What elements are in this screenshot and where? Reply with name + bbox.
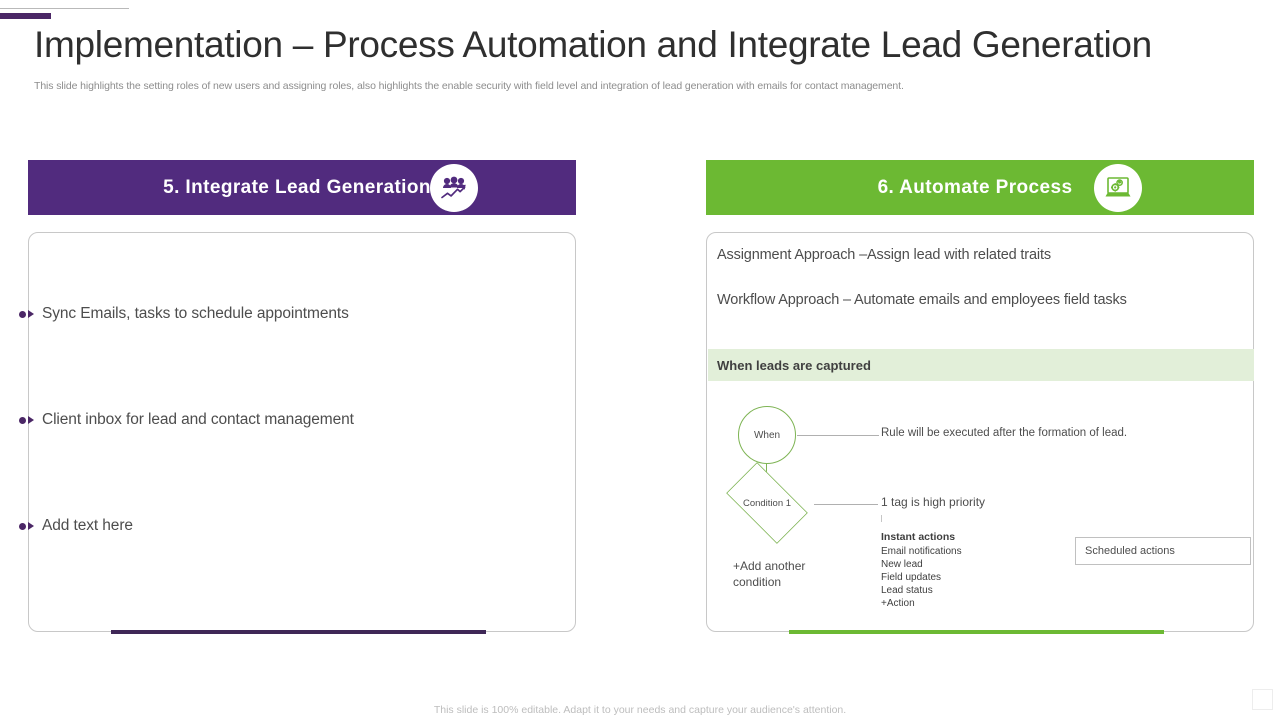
panel-integrate-lead-generation: 5. Integrate Lead Generation xyxy=(19,160,576,634)
panel-left-card: Sync Emails, tasks to schedule appointme… xyxy=(19,232,576,634)
workflow-approach-text: Workflow Approach – Automate emails and … xyxy=(717,292,1127,308)
instant-actions-list: Instant actions Email notifications New … xyxy=(881,531,962,610)
action-item[interactable]: Lead status xyxy=(881,584,933,596)
panel-right-accent-bar xyxy=(789,630,1164,634)
scheduled-actions-box[interactable]: Scheduled actions xyxy=(1075,537,1251,565)
bullet-marker-icon xyxy=(19,522,34,530)
corner-decoration xyxy=(1252,689,1273,710)
footer-note: This slide is 100% editable. Adapt it to… xyxy=(433,704,847,716)
panel-right-title: 6. Automate Process xyxy=(877,176,1073,198)
instant-actions-title: Instant actions xyxy=(881,531,956,543)
list-item[interactable]: Sync Emails, tasks to schedule appointme… xyxy=(19,261,539,367)
action-item[interactable]: Email notifications xyxy=(881,545,962,557)
list-item[interactable]: Add text here xyxy=(19,473,539,579)
add-another-condition-button[interactable]: +Add another condition xyxy=(733,559,806,590)
flow-node-when[interactable]: When xyxy=(738,406,796,464)
rule-description-text: Rule will be executed after the formatio… xyxy=(881,427,1128,439)
people-growth-icon xyxy=(430,163,478,212)
panel-right-header: 6. Automate Process xyxy=(706,160,1254,215)
bullet-text: Add text here xyxy=(42,517,133,534)
top-accent-bar xyxy=(0,13,51,19)
bullet-marker-icon xyxy=(19,416,34,424)
panel-automate-process: 6. Automate Process xyxy=(706,160,1255,634)
action-item[interactable]: Field updates xyxy=(881,571,942,583)
action-item[interactable]: New lead xyxy=(881,558,923,570)
flow-connector-condition-tag xyxy=(814,504,878,505)
add-action-item[interactable]: +Action xyxy=(881,597,915,609)
automation-flow-diagram: When Condition 1 Rule will be executed a… xyxy=(707,393,1255,631)
bullet-list: Sync Emails, tasks to schedule appointme… xyxy=(19,261,539,579)
panel-left-title: 5. Integrate Lead Generation xyxy=(163,176,431,198)
bullet-text: Sync Emails, tasks to schedule appointme… xyxy=(42,305,349,322)
tag-priority-text: 1 tag is high priority xyxy=(881,495,986,509)
flow-node-condition-label: Condition 1 xyxy=(742,497,792,509)
panel-left-accent-bar xyxy=(111,630,486,634)
panel-right-card: Assignment Approach –Assign lead with re… xyxy=(706,232,1255,634)
page-title: Implementation – Process Automation and … xyxy=(34,24,1152,65)
top-accent-line xyxy=(0,8,129,9)
panel-left-header: 5. Integrate Lead Generation xyxy=(28,160,576,215)
page-subtitle: This slide highlights the setting roles … xyxy=(34,80,904,92)
bullet-marker-icon xyxy=(19,310,34,318)
list-item[interactable]: Client inbox for lead and contact manage… xyxy=(19,367,539,473)
bullet-text: Client inbox for lead and contact manage… xyxy=(42,411,354,428)
assignment-approach-text: Assignment Approach –Assign lead with re… xyxy=(717,247,1051,263)
laptop-gears-icon xyxy=(1094,163,1142,212)
when-leads-captured-band: When leads are captured xyxy=(708,349,1254,381)
flow-connector-when-rule xyxy=(797,435,879,436)
flow-connector-tick xyxy=(881,515,882,522)
